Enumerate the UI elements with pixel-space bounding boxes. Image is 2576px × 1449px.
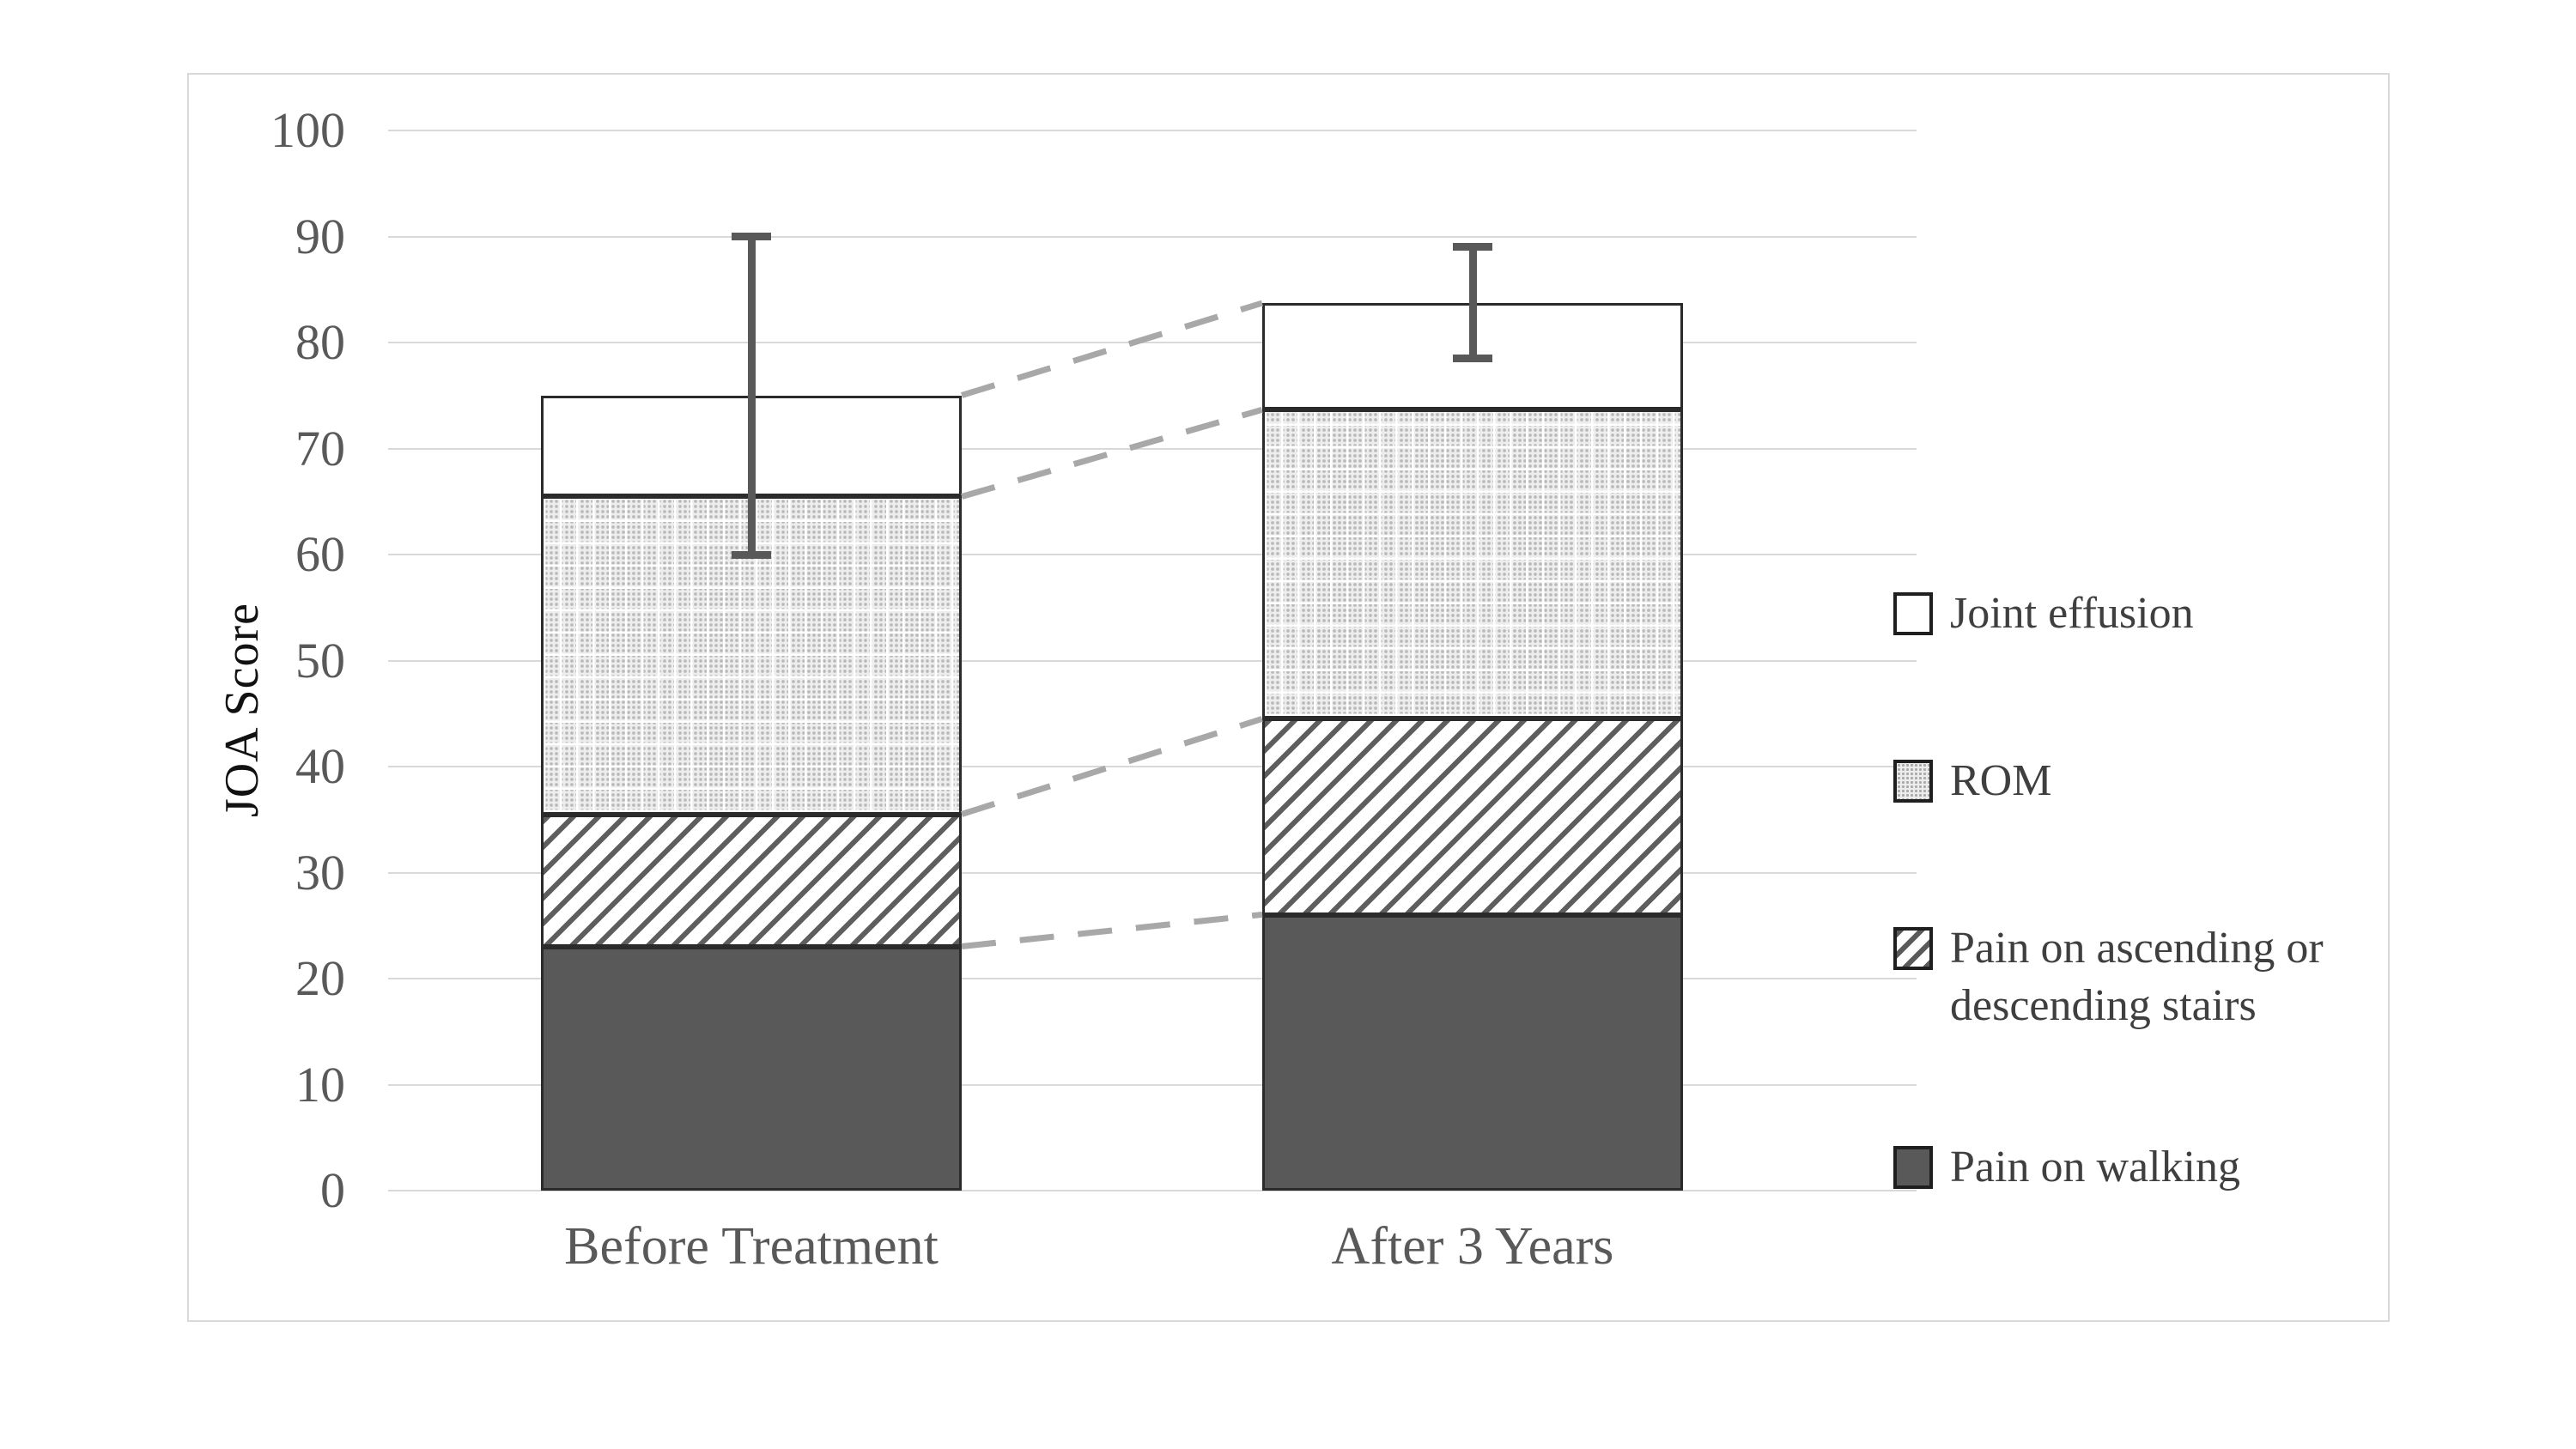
legend-item-joint-effusion: Joint effusion [1893, 585, 2362, 643]
error-bar-line [747, 236, 756, 555]
gridline [388, 235, 1917, 238]
y-tick-label: 50 [295, 632, 345, 688]
gridline [388, 554, 1917, 555]
y-tick-label: 10 [295, 1056, 345, 1113]
legend-label: Joint effusion [1950, 589, 2194, 638]
hatched-square-icon [1893, 927, 1933, 970]
legend-item-pain-stairs: Pain on ascending or descending stairs [1893, 920, 2362, 1034]
gridline [388, 447, 1917, 450]
error-bar-cap-bottom [1453, 355, 1492, 363]
legend: Joint effusion ROM Pain on ascending or … [1893, 75, 2426, 1324]
y-tick-label: 100 [270, 102, 345, 158]
gridline [388, 1190, 1917, 1191]
legend-item-pain-walking: Pain on walking [1893, 1139, 2362, 1197]
gridline [388, 978, 1917, 979]
y-tick-label: 60 [295, 526, 345, 582]
y-tick-label: 0 [320, 1162, 345, 1218]
gridline [388, 766, 1917, 767]
chart-frame: JOA Score 0 10 20 30 40 50 60 70 80 90 100 Before … [187, 73, 2390, 1322]
legend-label: ROM [1950, 756, 2052, 805]
bar-segment-solid-dark [1262, 914, 1683, 1191]
connector-dashed-line [961, 406, 1263, 500]
gridline [388, 1083, 1917, 1086]
y-tick-label: 30 [295, 844, 345, 900]
dotted-square-icon [1893, 760, 1933, 803]
error-bar-cap-bottom [732, 550, 771, 559]
bar-segment-solid-dark [541, 946, 962, 1191]
bar-segment-dot-grid [1262, 409, 1683, 719]
gridline [388, 342, 1917, 343]
connector-dashed-line [961, 912, 1263, 950]
dark-square-icon [1893, 1146, 1933, 1189]
gridline [388, 659, 1917, 662]
y-tick-label: 90 [295, 208, 345, 264]
error-bar-line [1468, 246, 1477, 359]
error-bar-cap-top [732, 233, 771, 240]
bar-segment-diagonal-hatch [541, 814, 962, 947]
y-tick-label: 70 [295, 420, 345, 476]
gridline [388, 130, 1917, 131]
x-category-label-before: Before Treatment [564, 1217, 939, 1276]
legend-item-rom: ROM [1893, 753, 2362, 810]
bar-segment-diagonal-hatch [1262, 718, 1683, 915]
legend-label: Pain on walking [1950, 1143, 2240, 1191]
x-category-label-after: After 3 Years [1331, 1217, 1614, 1276]
y-tick-label: 40 [295, 738, 345, 794]
y-tick-label: 20 [295, 950, 345, 1006]
connector-dashed-line [960, 300, 1264, 399]
error-bar-cap-top [1453, 243, 1492, 252]
legend-label: Pain on ascending or descending stairs [1950, 924, 2324, 1030]
gridline [388, 871, 1917, 874]
white-square-icon [1893, 592, 1933, 635]
y-tick-label: 80 [295, 314, 345, 370]
